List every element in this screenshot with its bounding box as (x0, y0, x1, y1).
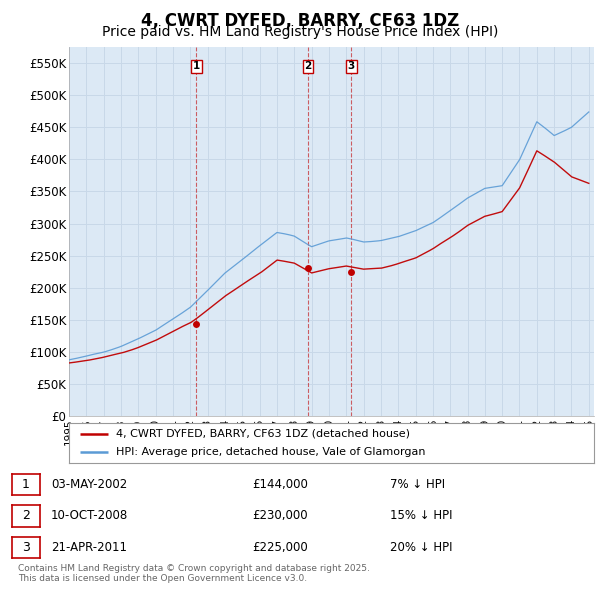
Text: £144,000: £144,000 (252, 478, 308, 491)
Text: 2: 2 (304, 61, 311, 71)
Text: 2: 2 (22, 509, 30, 523)
Text: 21-APR-2011: 21-APR-2011 (51, 540, 127, 554)
Text: HPI: Average price, detached house, Vale of Glamorgan: HPI: Average price, detached house, Vale… (116, 447, 426, 457)
Text: 1: 1 (193, 61, 200, 71)
Text: 4, CWRT DYFED, BARRY, CF63 1DZ: 4, CWRT DYFED, BARRY, CF63 1DZ (141, 12, 459, 30)
Text: 20% ↓ HPI: 20% ↓ HPI (390, 540, 452, 554)
Text: Contains HM Land Registry data © Crown copyright and database right 2025.
This d: Contains HM Land Registry data © Crown c… (18, 563, 370, 583)
Text: 3: 3 (22, 540, 30, 554)
Text: 15% ↓ HPI: 15% ↓ HPI (390, 509, 452, 523)
Text: 3: 3 (348, 61, 355, 71)
Text: 1: 1 (22, 478, 30, 491)
Text: 4, CWRT DYFED, BARRY, CF63 1DZ (detached house): 4, CWRT DYFED, BARRY, CF63 1DZ (detached… (116, 429, 410, 439)
Text: 03-MAY-2002: 03-MAY-2002 (51, 478, 127, 491)
Text: £230,000: £230,000 (252, 509, 308, 523)
Text: 10-OCT-2008: 10-OCT-2008 (51, 509, 128, 523)
Text: 7% ↓ HPI: 7% ↓ HPI (390, 478, 445, 491)
Text: Price paid vs. HM Land Registry's House Price Index (HPI): Price paid vs. HM Land Registry's House … (102, 25, 498, 39)
Text: £225,000: £225,000 (252, 540, 308, 554)
